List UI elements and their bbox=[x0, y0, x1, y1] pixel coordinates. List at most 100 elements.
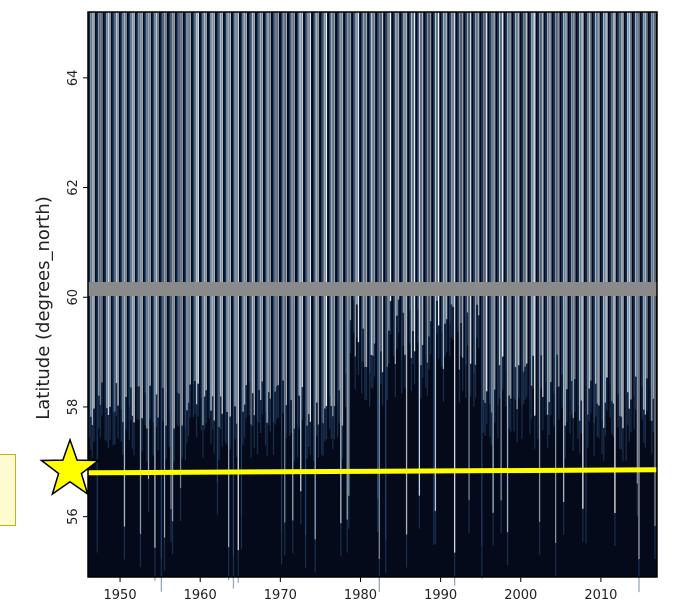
heatmap-stripe-tail bbox=[388, 330, 390, 364]
heatmap-stripe bbox=[470, 12, 472, 364]
heatmap-stripe bbox=[452, 12, 454, 307]
heatmap-stripe bbox=[187, 12, 190, 403]
heatmap-stripe bbox=[282, 12, 284, 381]
heatmap-stripe-tail bbox=[324, 408, 326, 442]
heatmap-stripe-tail bbox=[508, 395, 510, 429]
heatmap-stripe-tail bbox=[162, 387, 164, 421]
heatmap-stripe bbox=[136, 12, 138, 387]
heatmap-stripe bbox=[652, 12, 655, 399]
heatmap-stripe bbox=[192, 12, 195, 385]
heatmap-stripe bbox=[577, 12, 579, 407]
heatmap-stripe-tail bbox=[365, 367, 368, 400]
heatmap-stripe bbox=[296, 12, 299, 425]
heatmap-stripe bbox=[266, 12, 268, 423]
heatmap-stripe bbox=[590, 12, 592, 381]
heatmap-stripe-tail bbox=[260, 399, 262, 433]
heatmap-stripe-tail bbox=[284, 522, 286, 556]
heatmap-stripe bbox=[425, 12, 427, 355]
heatmap-stripe-tail bbox=[619, 415, 621, 449]
heatmap-stripe bbox=[490, 12, 493, 413]
heatmap-stripe bbox=[228, 12, 230, 548]
heatmap-stripe bbox=[437, 12, 440, 326]
heatmap-stripe bbox=[500, 12, 502, 501]
heatmap-stripe-tail bbox=[473, 373, 475, 407]
heatmap-stripe-tail bbox=[280, 531, 283, 565]
heatmap-stripe-tail bbox=[157, 417, 159, 451]
heatmap-stripe-tail bbox=[617, 394, 619, 427]
heatmap-stripe bbox=[508, 12, 510, 396]
heatmap-stripe bbox=[178, 12, 180, 394]
heatmap-stripe-tail bbox=[542, 396, 544, 430]
heatmap-stripe-tail bbox=[460, 323, 462, 356]
heatmap-stripe-tail bbox=[644, 414, 647, 448]
heatmap-stripe bbox=[458, 12, 461, 370]
heatmap-stripe bbox=[131, 12, 134, 416]
heatmap-stripe-tail bbox=[120, 409, 122, 442]
heatmap-stripe-tail bbox=[537, 406, 539, 440]
heatmap-stripe-tail bbox=[437, 325, 440, 359]
heatmap-stripe-tail bbox=[385, 539, 387, 573]
heatmap-stripe bbox=[622, 12, 624, 429]
heatmap-stripe bbox=[308, 12, 310, 415]
heatmap-stripe-tail bbox=[133, 422, 135, 456]
heatmap-stripe-tail bbox=[373, 343, 376, 377]
heatmap-stripe-tail bbox=[434, 510, 437, 544]
heatmap-stripe bbox=[125, 12, 127, 397]
heatmap-stripe bbox=[122, 12, 124, 423]
heatmap-stripe-tail bbox=[348, 495, 350, 529]
heatmap-stripe-tail bbox=[147, 479, 150, 512]
heatmap-stripe bbox=[651, 12, 653, 421]
heatmap-stripe bbox=[236, 12, 238, 424]
heatmap-stripe bbox=[394, 12, 396, 365]
heatmap-stripe-tail bbox=[216, 481, 219, 515]
heatmap-stripe-tail bbox=[248, 382, 251, 416]
heatmap-stripe-tail bbox=[178, 393, 180, 427]
heatmap-stripe-tail bbox=[252, 393, 254, 427]
heatmap-stripe-tail bbox=[354, 356, 356, 390]
heatmap-stripe-tail bbox=[492, 512, 494, 546]
heatmap-stripe-tail bbox=[197, 383, 199, 417]
heatmap-stripe bbox=[333, 12, 336, 407]
heatmap-stripe bbox=[441, 12, 443, 334]
heatmap-stripe-tail bbox=[266, 422, 268, 456]
heatmap-stripe-tail bbox=[643, 409, 645, 443]
heatmap-stripe bbox=[386, 12, 388, 367]
heatmap-stripe bbox=[436, 12, 438, 301]
heatmap-stripe bbox=[524, 12, 526, 367]
heatmap-stripe bbox=[202, 12, 204, 426]
heatmap-stripe bbox=[433, 12, 435, 513]
heatmap-stripe-tail bbox=[272, 421, 275, 455]
heatmap-stripe-tail bbox=[117, 405, 119, 439]
heatmap-stripe bbox=[96, 12, 98, 520]
heatmap-stripe bbox=[123, 12, 126, 527]
heatmap-stripe-tail bbox=[554, 543, 557, 576]
heatmap-stripe-tail bbox=[582, 508, 584, 542]
heatmap-stripe-tail bbox=[489, 403, 491, 437]
heatmap-stripe-tail bbox=[253, 415, 255, 449]
heatmap-stripe-tail bbox=[579, 420, 581, 454]
heatmap-stripe-tail bbox=[160, 558, 162, 592]
heatmap-stripe bbox=[109, 12, 111, 407]
heatmap-stripe-tail bbox=[571, 380, 573, 414]
heatmap-stripe bbox=[542, 12, 544, 397]
heatmap-stripe bbox=[268, 12, 270, 393]
heatmap-stripe-tail bbox=[401, 360, 403, 394]
heatmap-stripe bbox=[120, 12, 122, 410]
heatmap-stripe bbox=[449, 12, 451, 324]
heatmap-stripe bbox=[301, 12, 304, 388]
heatmap-stripe-tail bbox=[308, 414, 310, 448]
heatmap-stripe-tail bbox=[98, 395, 100, 429]
heatmap-stripe-tail bbox=[611, 400, 613, 434]
heatmap-stripe-tail bbox=[290, 399, 292, 433]
heatmap-stripe bbox=[99, 12, 102, 405]
heatmap-stripe-tail bbox=[481, 545, 483, 579]
heatmap-stripe-tail bbox=[421, 344, 424, 378]
heatmap-stripe bbox=[617, 12, 619, 395]
heatmap-stripe-tail bbox=[478, 315, 480, 349]
heatmap-stripe-tail bbox=[606, 377, 608, 411]
heatmap-stripe-tail bbox=[244, 404, 246, 438]
heatmap-stripe bbox=[130, 12, 132, 388]
heatmap-stripe bbox=[250, 12, 252, 425]
heatmap-stripe-tail bbox=[545, 382, 547, 415]
